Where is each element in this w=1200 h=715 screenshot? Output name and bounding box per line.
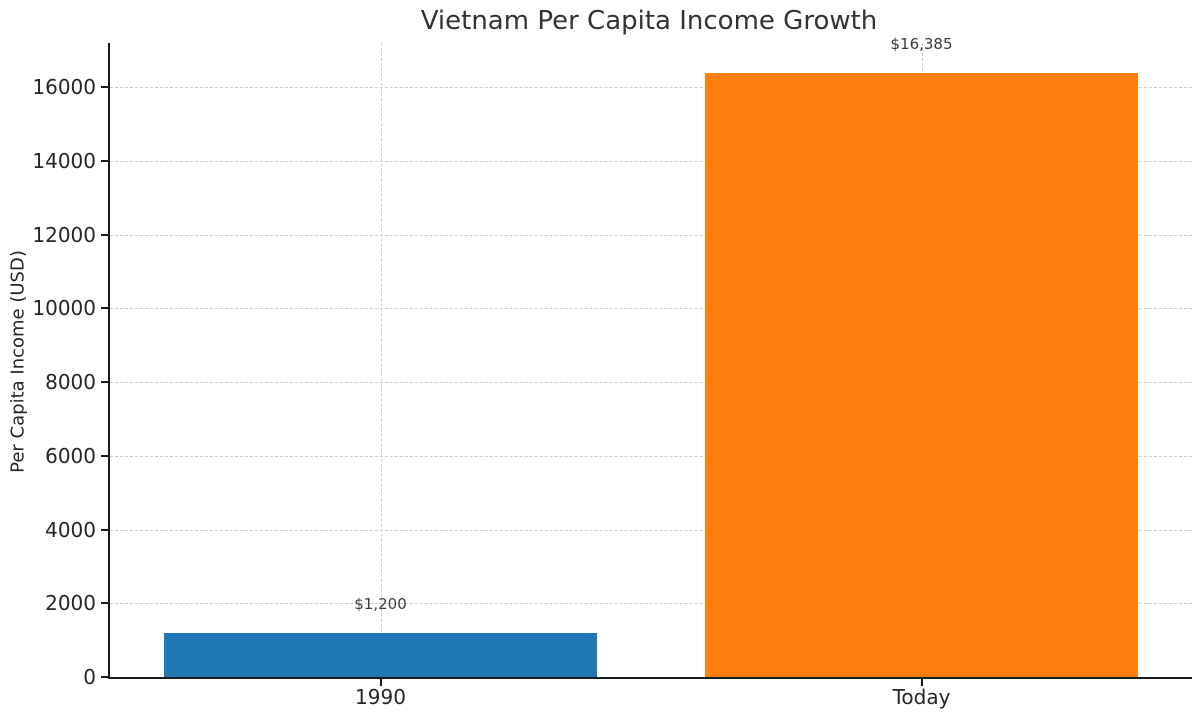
bar-value-label: $1,200 <box>354 594 407 613</box>
x-gridline <box>380 43 382 677</box>
y-tick-mark <box>101 676 108 678</box>
x-tick-label: Today <box>892 685 951 709</box>
y-gridline <box>110 160 1192 162</box>
y-gridline <box>110 382 1192 384</box>
y-tick-mark <box>101 602 108 605</box>
y-tick-label: 4000 <box>45 517 96 542</box>
y-gridline <box>110 455 1192 457</box>
y-tick-label: 16000 <box>32 75 96 100</box>
y-tick-label: 10000 <box>32 296 96 321</box>
y-gridline <box>110 234 1192 236</box>
y-tick-label: 14000 <box>32 148 96 173</box>
y-tick-label: 2000 <box>45 591 96 616</box>
x-tick-mark <box>379 679 382 686</box>
y-gridline <box>110 87 1192 89</box>
bar-1990 <box>164 632 597 677</box>
bar-today <box>705 73 1138 677</box>
y-gridline <box>110 529 1192 531</box>
y-tick-label: 12000 <box>32 222 96 247</box>
y-tick-mark <box>101 86 108 89</box>
plot-area: 0 2000 4000 6000 8000 10000 12000 14000 16000 199… <box>32 35 1192 709</box>
y-tick-mark <box>101 307 108 310</box>
y-tick-mark <box>101 381 108 384</box>
y-tick-mark <box>101 528 108 531</box>
y-tick-mark <box>101 159 108 162</box>
y-gridline <box>110 603 1192 605</box>
y-tick-label: 8000 <box>45 370 96 395</box>
y-axis-label: Per Capita Income (USD) <box>7 250 29 473</box>
x-tick-label: 1990 <box>355 685 406 709</box>
x-tick-mark <box>920 679 923 686</box>
y-tick-label: 0 <box>83 665 96 689</box>
chart-title: Vietnam Per Capita Income Growth <box>420 6 878 36</box>
y-gridline <box>110 308 1192 310</box>
y-tick-mark <box>101 454 108 457</box>
y-tick-mark <box>101 233 108 236</box>
bar-value-label: $16,385 <box>890 35 953 54</box>
y-tick-label: 6000 <box>45 443 96 468</box>
